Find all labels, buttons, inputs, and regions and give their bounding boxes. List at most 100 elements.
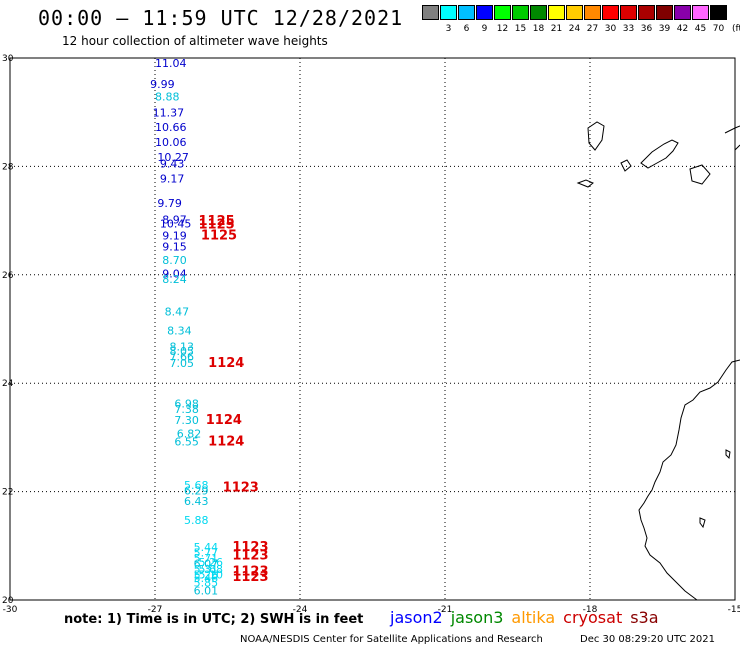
- wave-height-value: 9.79: [157, 197, 182, 210]
- lon-tick-label: -18: [583, 605, 598, 615]
- pass-number: 1124: [208, 435, 244, 450]
- units-note: note: 1) Time is in UTC; 2) SWH is in fe…: [64, 612, 364, 627]
- wave-height-value: 6.82: [177, 427, 202, 440]
- legend-swatch: [530, 5, 547, 20]
- pass-number: 1125: [199, 218, 235, 233]
- cape-blanc: [699, 517, 706, 529]
- wave-height-value: 9.99: [150, 78, 175, 91]
- legend-swatch: [620, 5, 637, 20]
- map-subtitle: 12 hour collection of altimeter wave hei…: [62, 34, 328, 48]
- wave-height-value: 10.45: [160, 218, 192, 231]
- legend-label: 3: [445, 24, 452, 34]
- legend-unit: (ft): [732, 24, 740, 34]
- legend-swatch: [692, 5, 709, 20]
- wave-height-value: 8.13: [170, 341, 195, 354]
- wave-height-value: 5.26: [199, 556, 224, 569]
- legend-swatch: [584, 5, 601, 20]
- island-la-gomera: [620, 159, 632, 172]
- wave-height-value: 6.98: [174, 398, 199, 411]
- pass-number-labels: 1125112511251124112411241123112311231123…: [199, 214, 269, 585]
- legend-label: 9: [481, 24, 488, 34]
- map-title: 00:00 — 11:59 UTC 12/28/2021: [38, 6, 404, 30]
- wave-height-value: 5.85: [194, 576, 219, 589]
- africa-coastline: [638, 359, 740, 601]
- lat-tick-label: 30: [2, 54, 14, 64]
- wave-height-value: 9.43: [160, 157, 185, 170]
- legend-swatch: [674, 5, 691, 20]
- wave-height-value: 5.31: [194, 563, 219, 576]
- pass-number: 1124: [208, 356, 244, 371]
- wave-height-value: 5.88: [184, 514, 209, 527]
- lat-tick-label: 20: [2, 596, 14, 606]
- satellite-key: jason2 jason3 altika cryosat s3a: [390, 608, 667, 627]
- island-tenerife: [640, 139, 679, 169]
- wave-height-value: 6.07: [194, 557, 219, 570]
- legend-swatch: [710, 5, 727, 20]
- coastline: [576, 121, 740, 601]
- wave-height-value: 8.05: [170, 345, 195, 358]
- pass-number: 1123: [232, 540, 268, 555]
- pass-number: 1123: [232, 565, 268, 580]
- legend-label: 45: [694, 24, 707, 34]
- wave-height-value: 7.38: [174, 403, 199, 416]
- wave-height-value: 6.29: [184, 484, 209, 497]
- satellite-jason3: jason3: [450, 608, 504, 627]
- legend-swatch: [656, 5, 673, 20]
- legend-swatch: [422, 5, 439, 20]
- legend-label: 39: [658, 24, 671, 34]
- wave-height-value: 5.71: [194, 552, 219, 565]
- lon-tick-label: -21: [438, 605, 453, 615]
- wave-height-value: 6.43: [184, 495, 209, 508]
- legend-label: 42: [676, 24, 689, 34]
- legend-label: 6: [463, 24, 470, 34]
- lat-tick-label: 22: [2, 488, 13, 498]
- map-frame: [9, 57, 736, 601]
- wave-height-value: 5.46: [194, 572, 219, 585]
- pass-number: 1124: [206, 413, 242, 428]
- legend-label: 36: [640, 24, 653, 34]
- legend-swatch: [458, 5, 475, 20]
- legend-swatch: [602, 5, 619, 20]
- wave-height-value: 9.15: [162, 240, 187, 253]
- island-la-palma: [587, 121, 605, 151]
- wave-height-value: 11.04: [155, 57, 187, 70]
- wave-height-value: 10.27: [157, 151, 189, 164]
- legend-label: 27: [586, 24, 599, 34]
- legend-swatch: [638, 5, 655, 20]
- pass-number: 1125: [199, 214, 235, 229]
- wave-height-value: 5.10: [199, 568, 224, 581]
- island-fuerteventura: [724, 125, 740, 151]
- lon-tick-label: -27: [148, 605, 163, 615]
- wave-height-value: 5.44: [194, 541, 219, 554]
- wave-height-value: 8.88: [155, 90, 180, 103]
- wave-height-value: 7.66: [170, 350, 195, 363]
- legend-swatch: [512, 5, 529, 20]
- legend-label: 24: [568, 24, 581, 34]
- wave-height-value: 9.04: [162, 268, 187, 281]
- legend-swatch: [566, 5, 583, 20]
- credit-line: NOAA/NESDIS Center for Satellite Applica…: [240, 634, 543, 645]
- coast-marker: [725, 449, 731, 460]
- island-gran-canaria: [689, 164, 711, 185]
- pass-number: 1123: [232, 570, 268, 585]
- legend-label: 15: [514, 24, 527, 34]
- wave-height-value: 8.97: [162, 213, 187, 226]
- pass-number: 1123: [223, 481, 259, 496]
- legend-label: 30: [604, 24, 617, 34]
- wave-height-value: 6.55: [174, 436, 199, 449]
- satellite-s3a: s3a: [630, 608, 659, 627]
- lat-lon-grid: -30 -27 -24 -21 -18 -15 20 22 24 26 28 30: [2, 54, 740, 615]
- satellite-altika: altika: [511, 608, 556, 627]
- legend-label: 12: [496, 24, 509, 34]
- wave-height-value: 5.68: [199, 563, 224, 576]
- legend-swatch: [494, 5, 511, 20]
- wave-height-value: 5.68: [184, 479, 209, 492]
- wave-height-value: 6.01: [194, 585, 219, 598]
- pass-number: 1123: [232, 548, 268, 563]
- wave-height-value: 10.66: [155, 121, 187, 134]
- wave-height-value: 10.06: [155, 136, 187, 149]
- pass-number: 1125: [201, 229, 237, 244]
- wave-height-value: 5.26: [194, 568, 219, 581]
